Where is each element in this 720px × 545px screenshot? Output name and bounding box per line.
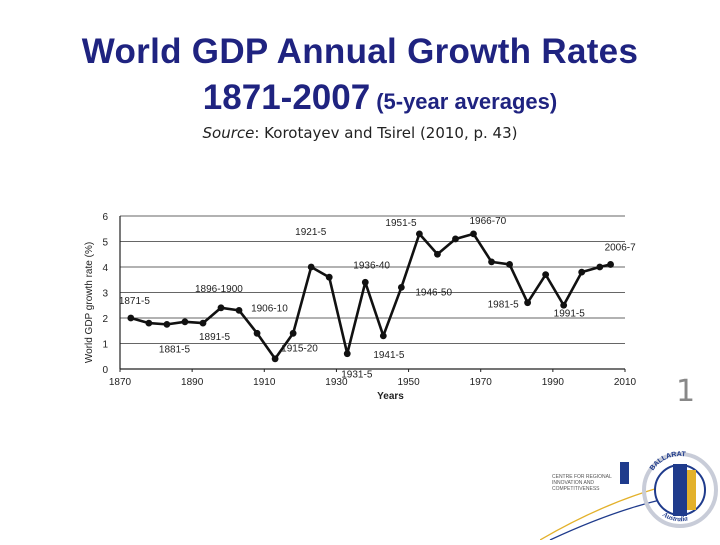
logo-emblem-gold	[687, 470, 696, 510]
data-point	[181, 318, 189, 326]
logo-graphic: BALLARAT Australia	[539, 451, 718, 541]
title-subtitle: (5-year averages)	[376, 89, 558, 114]
y-tick-label: 6	[102, 212, 108, 223]
data-point	[379, 332, 387, 340]
data-point	[145, 319, 153, 327]
y-tick-label: 4	[102, 263, 108, 274]
data-point	[163, 320, 171, 328]
x-tick-label: 2010	[614, 377, 637, 388]
annotation-label: 1891-5	[199, 332, 231, 343]
x-tick-label: 1930	[325, 377, 348, 388]
annotation-label: 1931-5	[341, 370, 373, 381]
data-point	[343, 350, 351, 358]
data-point	[361, 278, 369, 286]
data-point	[524, 299, 532, 307]
annotation-label: 1915-20	[281, 343, 318, 354]
annotation-label: 1921-5	[295, 227, 327, 238]
logo-bar	[620, 462, 629, 484]
x-tick-label: 1870	[109, 377, 132, 388]
y-axis-title: World GDP growth rate (%)	[84, 242, 95, 363]
annotation-label: 2006-7	[605, 242, 637, 253]
logo-emblem-blue	[673, 464, 687, 516]
data-point	[596, 263, 604, 271]
annotation-label: 1936-40	[353, 260, 390, 271]
annotation-label: 1951-5	[385, 218, 417, 229]
data-point	[434, 250, 441, 258]
data-point	[127, 314, 135, 322]
data-point	[506, 261, 513, 268]
y-tick-label: 0	[102, 365, 108, 376]
annotation-label: 1881-5	[159, 344, 191, 355]
source-citation: Source: Korotayev and Tsirel (2010, p. 4…	[0, 124, 720, 142]
annotation-label: 1896-1900	[195, 284, 243, 295]
y-tick-label: 1	[102, 340, 108, 351]
x-tick-label: 1950	[397, 377, 420, 388]
source-text: : Korotayev and Tsirel (2010, p. 43)	[254, 124, 518, 142]
x-tick-label: 1890	[181, 377, 204, 388]
logo-swoosh-1	[539, 487, 659, 541]
data-point	[452, 235, 459, 243]
data-point	[560, 301, 568, 309]
data-point	[217, 304, 225, 312]
x-tick-label: 1970	[470, 377, 493, 388]
data-point	[271, 355, 279, 363]
annotation-label: 1871-5	[119, 296, 151, 307]
x-tick-label: 1910	[253, 377, 276, 388]
title-years: 1871-2007	[202, 78, 371, 117]
y-tick-label: 5	[102, 238, 108, 249]
annotation-label: 1906-10	[251, 303, 288, 314]
data-point	[542, 271, 550, 279]
annotation-label: 1946-50	[415, 287, 452, 298]
logo-ring	[642, 452, 718, 528]
annotation-label: 1981-5	[488, 300, 520, 311]
x-tick-label: 1990	[542, 377, 565, 388]
data-point	[415, 230, 423, 238]
annotation-label: 1941-5	[373, 350, 405, 361]
ballarat-logo: BALLARAT Australia Centre for Regional I…	[539, 400, 720, 541]
data-point	[199, 319, 207, 327]
data-point	[325, 273, 333, 281]
data-point	[607, 261, 614, 268]
data-point	[470, 230, 477, 238]
data-point	[307, 263, 315, 271]
data-point	[235, 306, 243, 314]
source-label: Source	[202, 124, 255, 142]
logo-swoosh-2	[549, 499, 661, 541]
annotation-label: 1966-70	[470, 216, 507, 227]
data-point	[397, 284, 405, 291]
page-number: 1	[676, 374, 696, 409]
slide-title-line1: World GDP Annual Growth Rates	[81, 32, 639, 71]
annotation-label: 1991-5	[554, 308, 586, 319]
data-point	[253, 329, 261, 337]
x-axis-title: Years	[377, 391, 404, 402]
data-point	[578, 268, 586, 276]
slide-title-line2: 1871-2007 (5-year averages)	[20, 78, 720, 118]
data-point	[289, 329, 297, 337]
logo-caption: Centre for Regional Innovation and Compe…	[552, 474, 612, 492]
y-tick-label: 2	[102, 314, 108, 325]
series-line	[130, 232, 611, 361]
y-tick-label: 3	[102, 289, 108, 300]
data-point	[488, 258, 495, 266]
